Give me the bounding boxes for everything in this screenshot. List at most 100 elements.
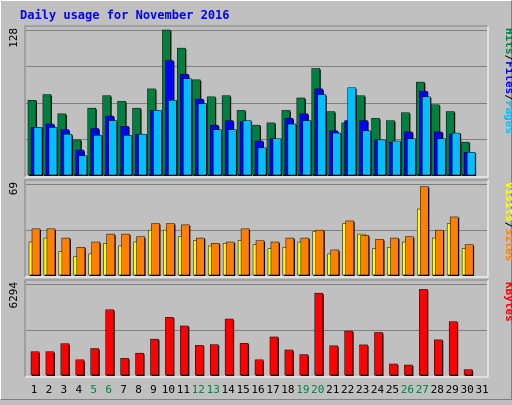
x-tick-label: 16 — [251, 383, 264, 396]
pages-bar — [272, 138, 282, 176]
pages-bar — [227, 129, 237, 176]
pages-bar — [451, 132, 461, 176]
pages-bar — [257, 147, 267, 176]
pages-bar — [347, 87, 356, 176]
sites-bar — [300, 237, 310, 276]
kbytes-bar — [180, 325, 189, 376]
plot-border-top — [24, 179, 488, 277]
kbytes-bar — [374, 332, 383, 376]
legend: Hits/Files/Pages — [503, 28, 512, 134]
sites-bar — [449, 216, 459, 276]
sites-bar — [360, 235, 369, 276]
x-tick-label: 3 — [61, 383, 68, 396]
kbytes-bar — [90, 348, 99, 376]
sites-bar — [390, 237, 399, 276]
x-tick-label: 11 — [177, 383, 190, 396]
x-tick-label: 5 — [90, 383, 97, 396]
x-tick-label: 12 — [192, 383, 205, 396]
x-tick-label: 27 — [416, 383, 429, 396]
plot-border-bottom — [25, 26, 489, 178]
kbytes-bar — [269, 336, 279, 376]
pages-bar — [123, 135, 132, 176]
x-tick-label: 23 — [356, 383, 369, 396]
legend-pages: Pages — [503, 101, 512, 134]
sites-bar — [91, 241, 100, 276]
x-tick-label: 29 — [446, 383, 459, 396]
kbytes-bar — [434, 339, 443, 376]
legend-separator: / — [503, 55, 512, 62]
x-tick-label: 24 — [371, 383, 385, 396]
kbytes-bar — [105, 309, 114, 376]
max-value-label: 128 — [7, 28, 20, 48]
pages-bar — [48, 127, 58, 176]
legend-visits: Visits — [503, 182, 512, 222]
x-tick-label: 21 — [326, 383, 339, 396]
legend-kbytes: KBytes — [503, 282, 512, 322]
sites-bar — [136, 236, 145, 276]
pages-bar — [302, 120, 312, 176]
kbytes-bar — [195, 345, 204, 376]
kbytes-bar — [284, 349, 294, 376]
pages-bar — [78, 155, 88, 176]
x-tick-label: 6 — [105, 383, 112, 396]
sites-bar — [166, 223, 175, 276]
kbytes-bar — [419, 289, 428, 376]
kbytes-bar — [165, 317, 174, 376]
pages-bar — [422, 96, 431, 176]
chart-title: Daily usage for November 2016 — [20, 8, 230, 22]
pages-bar — [392, 140, 401, 176]
x-tick-label: 30 — [461, 383, 474, 396]
kbytes-bar — [120, 358, 129, 376]
sites-bar — [46, 228, 56, 276]
pages-bar — [377, 139, 386, 176]
max-value-label: 6294 — [7, 282, 20, 309]
sites-bar — [345, 220, 354, 276]
kbytes-bar — [463, 369, 473, 376]
kbytes-bar — [299, 354, 309, 376]
kbytes-bar — [150, 338, 159, 376]
pages-bar — [332, 132, 341, 176]
kbytes-bar — [45, 351, 55, 376]
plot-border-bottom — [25, 180, 489, 278]
x-tick-label: 18 — [281, 383, 294, 396]
pages-bar — [168, 99, 177, 176]
sites-bar — [121, 233, 130, 276]
x-tick-label: 8 — [135, 383, 142, 396]
sites-bar — [270, 241, 280, 276]
sites-bar — [240, 228, 250, 276]
x-tick-label: 2 — [46, 383, 53, 396]
x-tick-label: 4 — [75, 383, 82, 396]
x-tick-label: 7 — [120, 383, 127, 396]
legend-separator: / — [503, 222, 512, 229]
plot-border-top — [24, 25, 488, 177]
x-tick-label: 19 — [296, 383, 309, 396]
kbytes-bar — [239, 343, 249, 376]
sites-bar — [76, 247, 86, 276]
x-tick-label: 31 — [475, 383, 488, 396]
sites-bar — [435, 229, 444, 276]
kbytes-bar — [75, 359, 85, 376]
sites-bar — [225, 241, 235, 276]
pages-bar — [407, 138, 416, 176]
pages-bar — [33, 127, 43, 176]
sites-bar — [181, 224, 190, 276]
kbytes-bar — [60, 343, 70, 376]
pages-bar — [287, 123, 297, 176]
kbytes-bar — [314, 292, 324, 376]
kbytes-bar — [329, 345, 338, 376]
pages-bar — [138, 133, 147, 176]
sites-bar — [31, 228, 41, 276]
kbytes-bar — [389, 363, 398, 376]
kbytes-bar — [135, 352, 144, 376]
pages-bar — [153, 110, 162, 176]
x-tick-label: 22 — [341, 383, 354, 396]
x-axis-labels: 1 2 3 4 5 6 7 8 9 10 11 12 13 14 15 16 17 18 19 20 21 22 23 24 2… — [31, 383, 489, 396]
pages-bar — [198, 103, 207, 176]
kbytes-bar — [359, 344, 368, 376]
kbytes-bar — [344, 330, 353, 376]
x-tick-label: 20 — [311, 383, 324, 396]
sites-bar — [330, 249, 339, 276]
sites-bar — [464, 244, 474, 276]
